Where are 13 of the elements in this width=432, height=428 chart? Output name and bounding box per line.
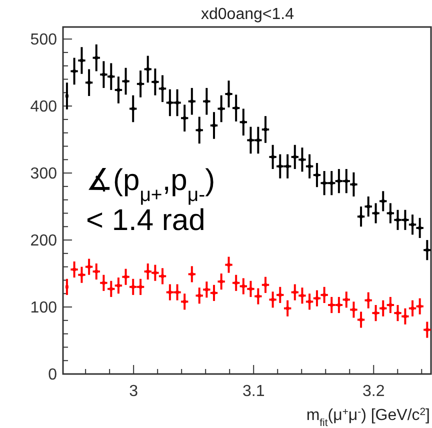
x-tick-label: 3 <box>129 383 138 400</box>
chart-title: xd0oang<1.4 <box>201 6 294 23</box>
y-tick-label: 0 <box>48 366 58 384</box>
x-tick-label: 3.2 <box>362 383 385 400</box>
y-tick-label: 200 <box>30 232 58 250</box>
y-tick-label: 300 <box>30 166 58 183</box>
annotation: ∡(p$_{μ+}$,p$_{μ-}$) <box>86 164 216 206</box>
text: m$_{fit}$(μ$^{+}$μ$^{-}$) [GeV/c$^{2}$] <box>306 406 430 428</box>
x-tick-label: 3.1 <box>242 383 265 400</box>
y-tick-label: 500 <box>30 32 58 49</box>
y-tick-label: 400 <box>30 98 58 116</box>
annotation: < 1.4 rad <box>86 204 206 237</box>
y-tick-label: 100 <box>30 300 58 317</box>
